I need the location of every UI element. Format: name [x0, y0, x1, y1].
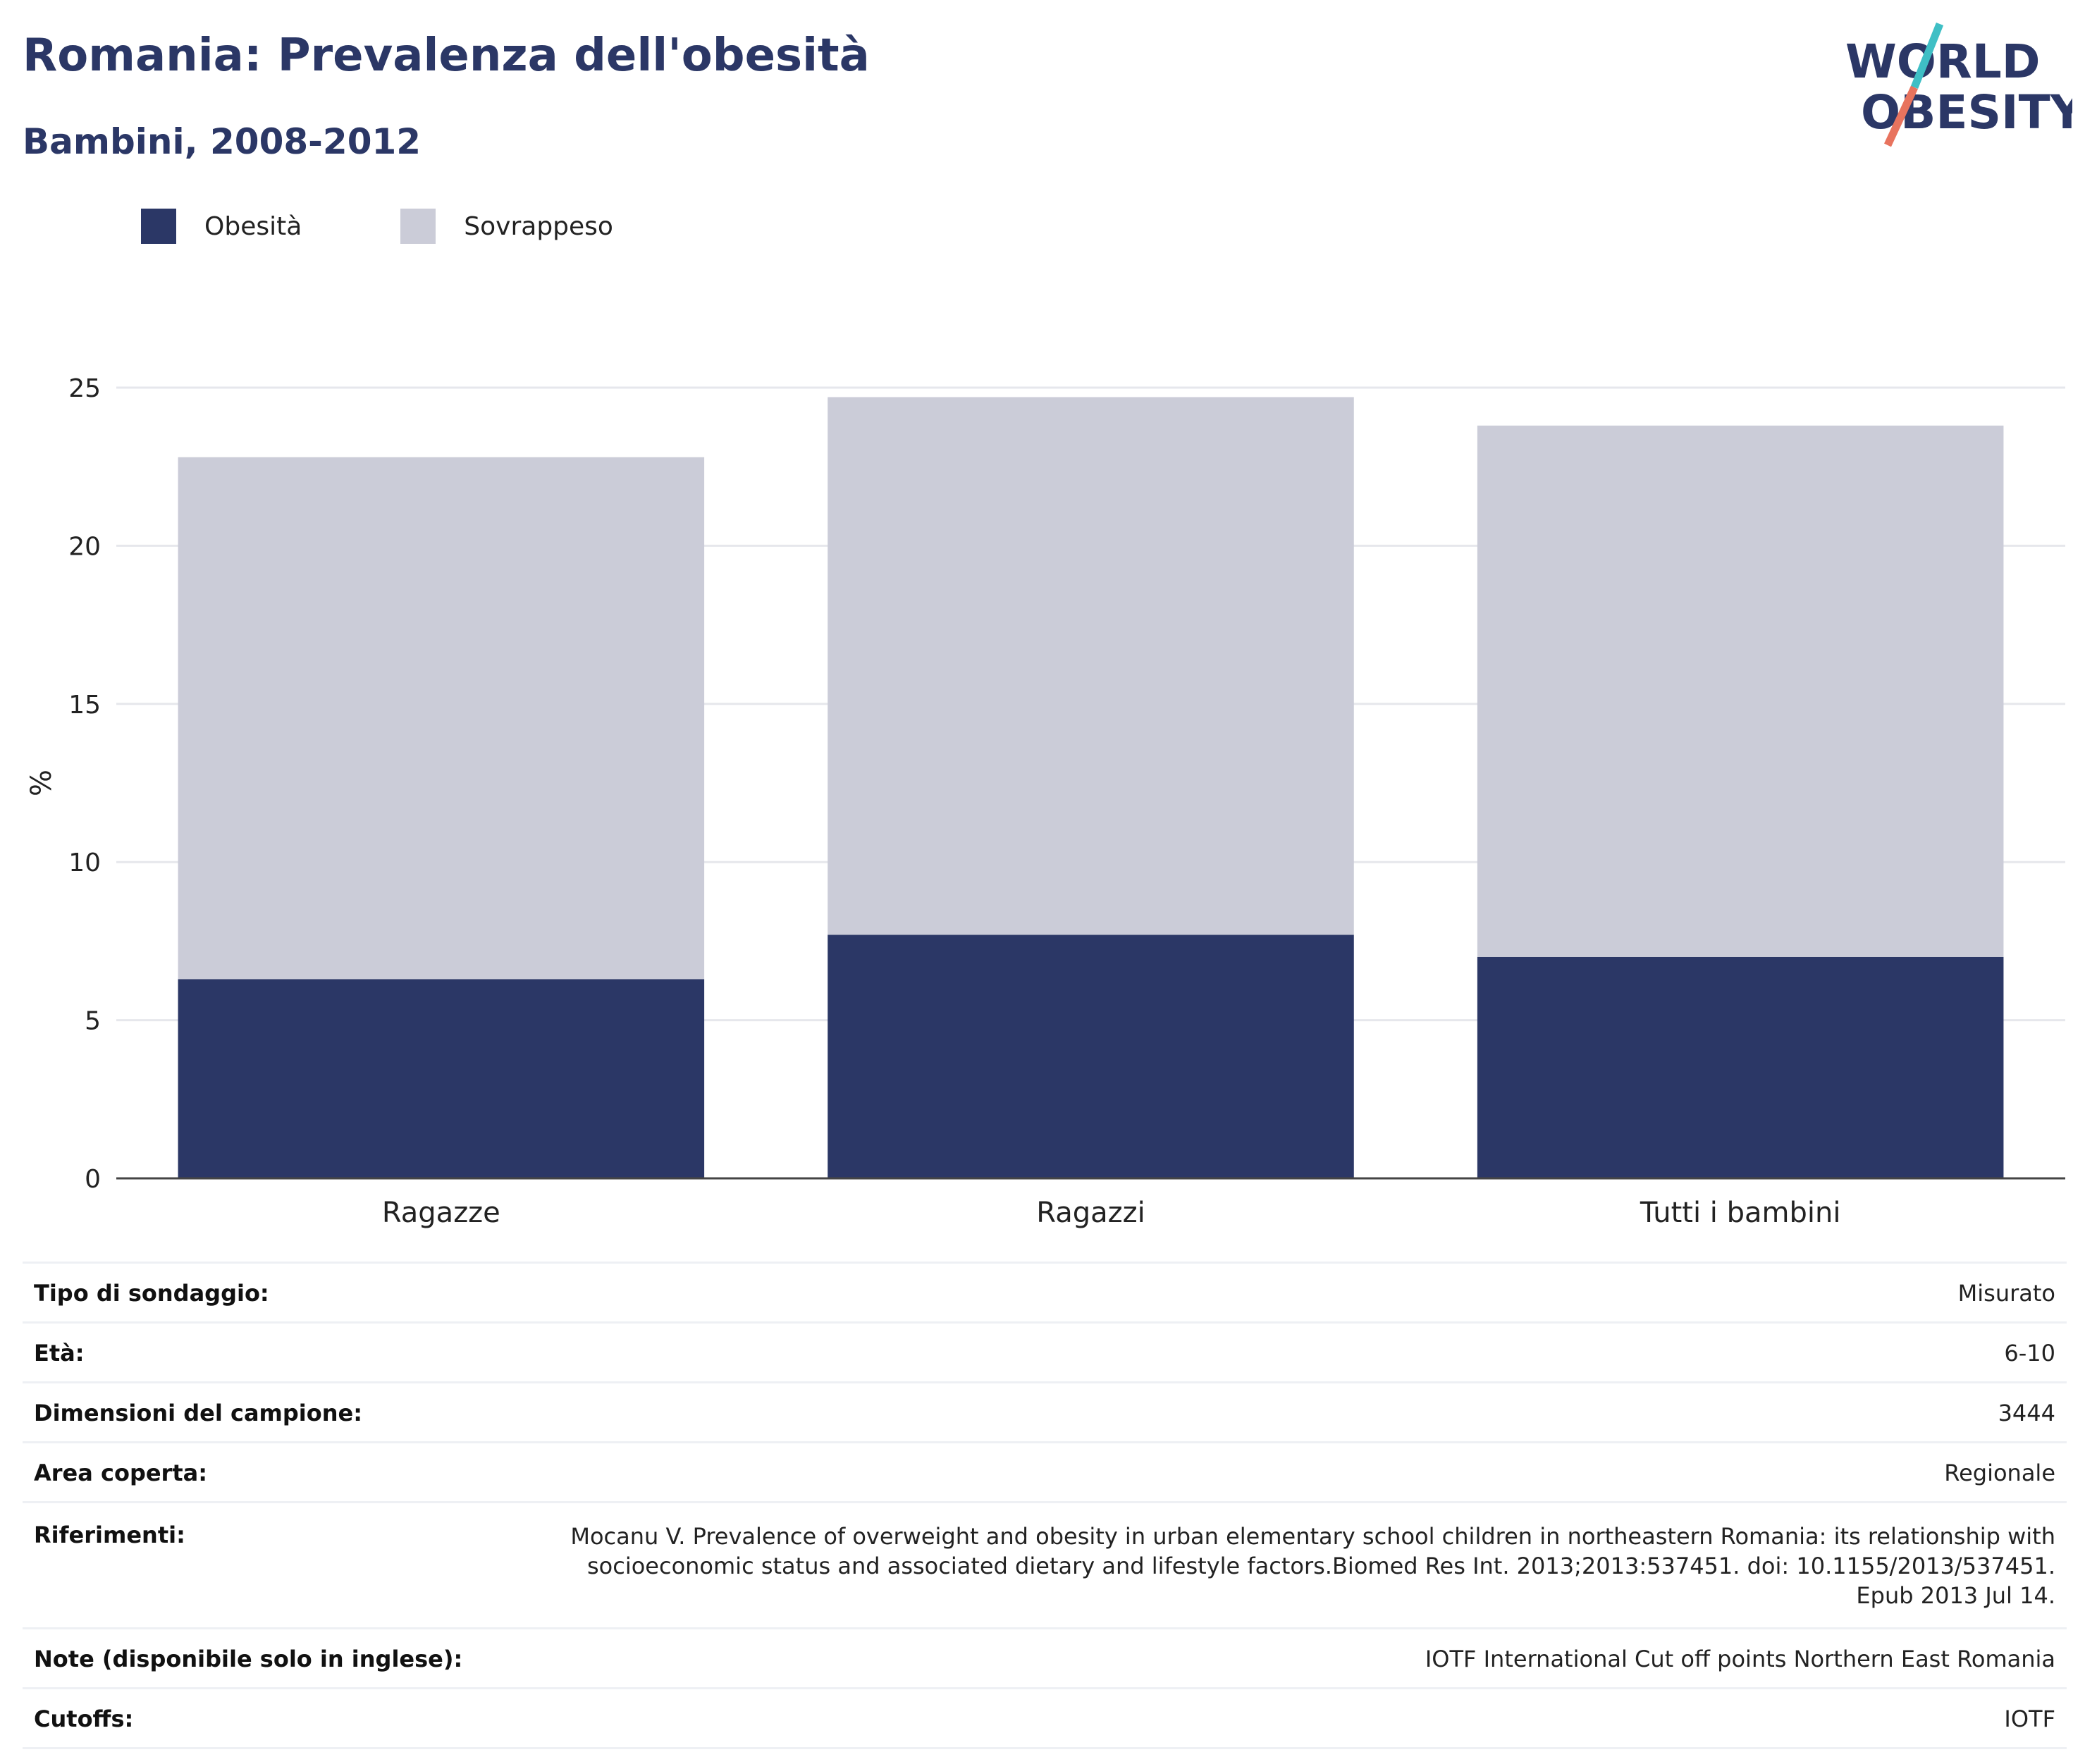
bar-overweight-0	[178, 457, 705, 980]
survey-info-table: Tipo di sondaggio: Misurato Età: 6-10 Dimens…	[23, 1262, 2067, 1749]
info-value: 3444	[1998, 1400, 2055, 1426]
bar-obesity-1	[828, 935, 1354, 1178]
y-tick-label: 20	[68, 532, 101, 561]
bar-obesity-2	[1477, 956, 2004, 1178]
bar-overweight-1	[828, 397, 1354, 935]
legend-swatch-obesity	[141, 209, 176, 244]
info-row: Area coperta: Regionale	[23, 1441, 2067, 1501]
world-obesity-logo: WORLD OBESITY	[1845, 22, 2072, 147]
page-subtitle: Bambini, 2008-2012	[23, 121, 422, 162]
info-value: IOTF	[2004, 1706, 2055, 1732]
info-row: Note (disponibile solo in inglese): IOTF …	[23, 1627, 2067, 1687]
info-value: 6-10	[2004, 1340, 2055, 1367]
y-axis-label: %	[25, 770, 58, 796]
info-label: Dimensioni del campione:	[34, 1400, 363, 1426]
logo-line-1: WORLD	[1845, 35, 2041, 89]
logo-slash-bottom	[1884, 85, 1918, 147]
legend-item-overweight[interactable]: Sovrappeso	[400, 209, 613, 244]
info-value: Misurato	[1957, 1280, 2055, 1307]
info-value: Mocanu V. Prevalence of overweight and o…	[570, 1523, 2055, 1609]
x-tick-label: Ragazzi	[1036, 1197, 1145, 1229]
y-tick-label: 15	[68, 691, 101, 720]
stacked-bar-chart: 0 5 10 15 20 25% Ragazze Ragazzi Tutti i bambini	[25, 374, 2065, 1229]
x-tick-label: Tutti i bambini	[1640, 1197, 1841, 1229]
page-title: Romania: Prevalenza dell'obesità	[23, 30, 870, 82]
legend-item-obesity[interactable]: Obesità	[141, 209, 302, 244]
chart-legend: Obesità Sovrappeso	[141, 209, 712, 244]
info-value: IOTF International Cut off points Northe…	[1425, 1646, 2055, 1672]
legend-label-obesity: Obesità	[204, 211, 302, 241]
logo-slash-top	[1910, 22, 1944, 90]
y-tick-label: 5	[85, 1007, 101, 1036]
y-tick-label: 0	[85, 1165, 101, 1194]
info-row: Dimensioni del campione: 3444	[23, 1381, 2067, 1441]
y-tick-label: 10	[68, 849, 101, 877]
info-label: Tipo di sondaggio:	[34, 1280, 269, 1307]
info-label: Età:	[34, 1340, 85, 1367]
info-row: Tipo di sondaggio: Misurato	[23, 1262, 2067, 1321]
info-label: Cutoffs:	[34, 1706, 134, 1732]
info-row: Età: 6-10	[23, 1321, 2067, 1381]
info-row: Riferimenti: Mocanu V. Prevalence of over…	[23, 1501, 2067, 1627]
info-row: Cutoffs: IOTF	[23, 1687, 2067, 1749]
info-value: Regionale	[1944, 1460, 2055, 1486]
info-label: Note (disponibile solo in inglese):	[34, 1646, 463, 1672]
bar-obesity-0	[178, 979, 705, 1178]
legend-swatch-overweight	[400, 209, 436, 244]
x-tick-label: Ragazze	[382, 1197, 500, 1229]
info-label: Riferimenti:	[34, 1522, 185, 1548]
bar-overweight-2	[1477, 425, 2004, 957]
legend-label-overweight: Sovrappeso	[464, 211, 613, 241]
y-tick-label: 25	[68, 374, 101, 403]
info-label: Area coperta:	[34, 1460, 208, 1486]
